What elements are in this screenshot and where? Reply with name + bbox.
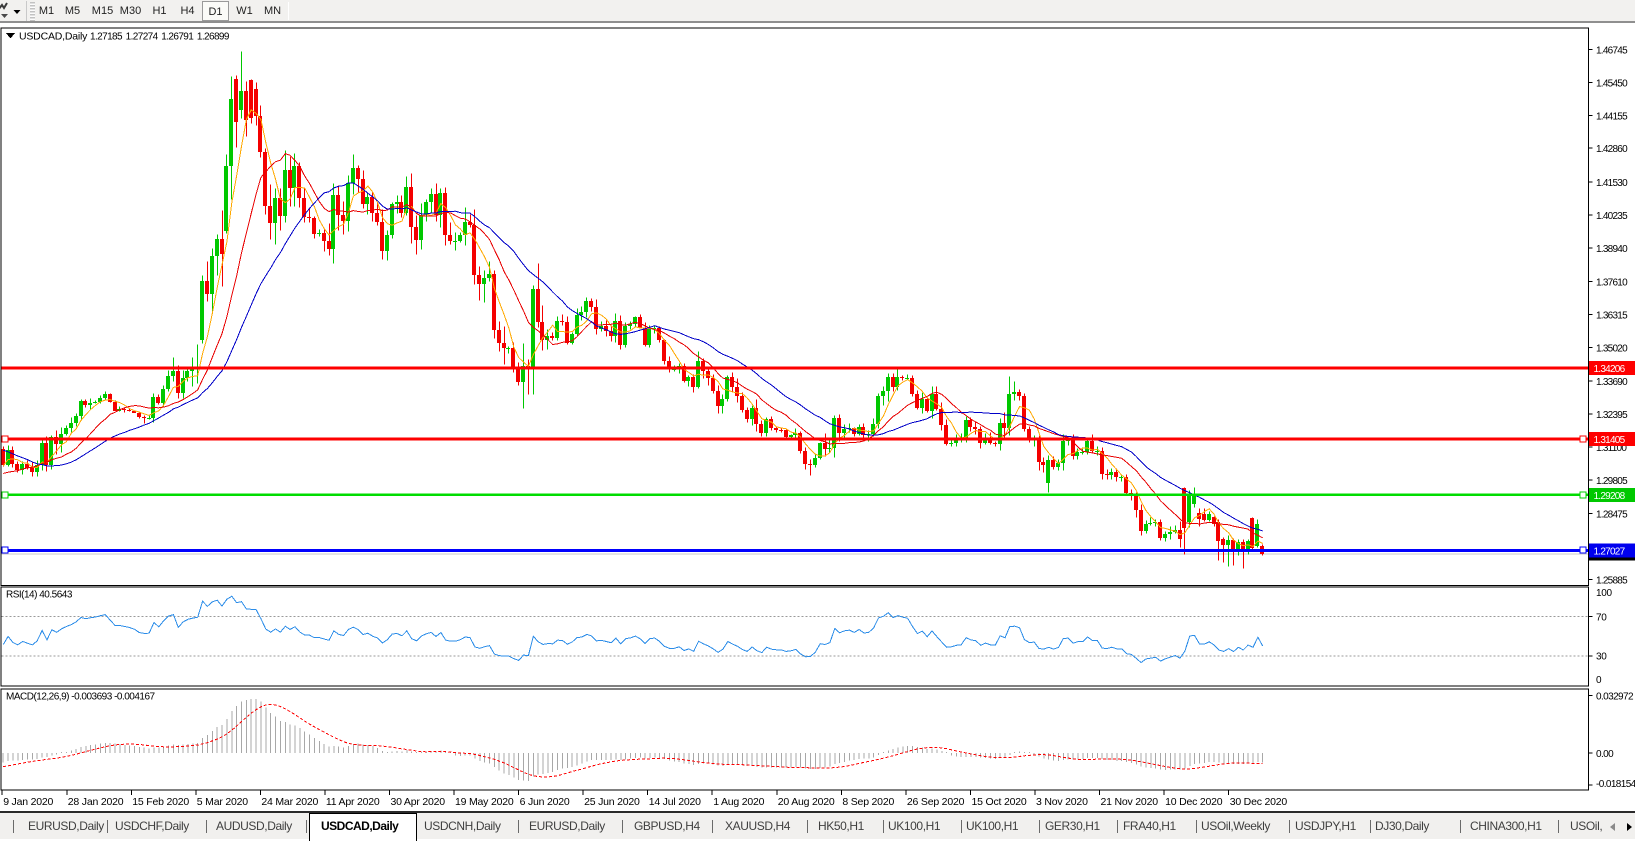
svg-text:100: 100 [1596, 588, 1613, 599]
svg-text:0.032972: 0.032972 [1596, 691, 1634, 702]
svg-text:1.32395: 1.32395 [1596, 410, 1628, 421]
svg-text:1.28475: 1.28475 [1596, 510, 1628, 521]
svg-text:1.37610: 1.37610 [1596, 278, 1628, 289]
svg-text:1.44155: 1.44155 [1596, 111, 1628, 122]
svg-text:1.34206: 1.34206 [1594, 364, 1626, 375]
svg-text:RSI(14) 40.5643: RSI(14) 40.5643 [6, 590, 73, 601]
svg-text:1.38940: 1.38940 [1596, 244, 1628, 255]
svg-text:1.40235: 1.40235 [1596, 211, 1628, 222]
svg-text:0: 0 [1596, 675, 1602, 686]
svg-text:20 Aug 2020: 20 Aug 2020 [778, 796, 835, 808]
svg-text:3 Nov 2020: 3 Nov 2020 [1036, 796, 1088, 808]
svg-text:70: 70 [1596, 612, 1607, 623]
svg-text:11 Apr 2020: 11 Apr 2020 [326, 796, 380, 808]
svg-text:6 Jun 2020: 6 Jun 2020 [520, 796, 570, 808]
svg-text:1 Aug 2020: 1 Aug 2020 [713, 796, 764, 808]
svg-text:30 Apr 2020: 30 Apr 2020 [391, 796, 446, 808]
svg-text:1.42860: 1.42860 [1596, 144, 1628, 155]
svg-text:25 Jun 2020: 25 Jun 2020 [584, 796, 640, 808]
svg-text:1.36315: 1.36315 [1596, 310, 1628, 321]
svg-text:0.00: 0.00 [1596, 749, 1614, 760]
svg-text:30 Dec 2020: 30 Dec 2020 [1230, 796, 1288, 808]
svg-text:1.29208: 1.29208 [1594, 491, 1626, 502]
svg-text:1.25885: 1.25885 [1596, 575, 1628, 586]
svg-text:1.45450: 1.45450 [1596, 79, 1628, 90]
svg-text:21 Nov 2020: 21 Nov 2020 [1101, 796, 1159, 808]
svg-text:MACD(12,26,9) -0.003693 -0.004: MACD(12,26,9) -0.003693 -0.004167 [6, 692, 156, 703]
svg-text:USDCAD,Daily: USDCAD,Daily [19, 31, 88, 43]
svg-text:10 Dec 2020: 10 Dec 2020 [1165, 796, 1223, 808]
svg-text:15 Feb 2020: 15 Feb 2020 [132, 796, 189, 808]
svg-text:1.46745: 1.46745 [1596, 46, 1628, 57]
svg-text:28 Jan 2020: 28 Jan 2020 [68, 796, 124, 808]
svg-text:1.31100: 1.31100 [1596, 443, 1627, 454]
svg-text:19 May 2020: 19 May 2020 [455, 796, 514, 808]
svg-text:8 Sep 2020: 8 Sep 2020 [842, 796, 894, 808]
svg-text:30: 30 [1596, 652, 1607, 663]
svg-text:9 Jan 2020: 9 Jan 2020 [3, 796, 53, 808]
svg-text:5 Mar 2020: 5 Mar 2020 [197, 796, 248, 808]
svg-text:1.31405: 1.31405 [1594, 435, 1626, 446]
svg-text:1.27185 1.27274 1.26791 1.2689: 1.27185 1.27274 1.26791 1.26899 [90, 32, 230, 43]
svg-text:15 Oct 2020: 15 Oct 2020 [972, 796, 1027, 808]
svg-text:1.27027: 1.27027 [1594, 546, 1626, 557]
svg-text:-0.018154: -0.018154 [1596, 779, 1635, 790]
svg-text:1.29805: 1.29805 [1596, 476, 1628, 487]
svg-text:1.41530: 1.41530 [1596, 178, 1628, 189]
svg-text:24 Mar 2020: 24 Mar 2020 [261, 796, 318, 808]
svg-text:26 Sep 2020: 26 Sep 2020 [907, 796, 965, 808]
svg-text:1.35020: 1.35020 [1596, 343, 1628, 354]
svg-text:1.33690: 1.33690 [1596, 377, 1628, 388]
svg-text:14 Jul 2020: 14 Jul 2020 [649, 796, 701, 808]
